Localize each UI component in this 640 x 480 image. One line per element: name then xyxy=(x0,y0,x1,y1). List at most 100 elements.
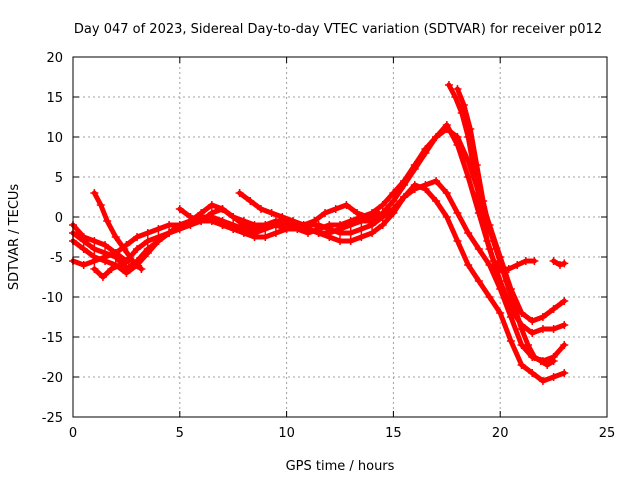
data-point-marker xyxy=(111,233,120,241)
y-tick-label: -25 xyxy=(42,411,63,426)
y-tick-label: -10 xyxy=(42,291,63,306)
data-point-marker xyxy=(133,233,142,241)
data-point-marker xyxy=(197,217,206,225)
data-point-marker xyxy=(378,213,387,221)
data-point-marker xyxy=(549,325,558,333)
data-point-marker xyxy=(517,325,526,333)
x-axis-label: GPS time / hours xyxy=(286,459,395,474)
data-point-marker xyxy=(261,233,270,241)
data-point-marker xyxy=(239,229,248,237)
data-point-marker xyxy=(250,229,259,237)
data-point-marker xyxy=(175,221,184,229)
data-point-marker xyxy=(310,217,319,225)
data-point-marker xyxy=(103,217,112,225)
data-point-marker xyxy=(229,225,238,233)
data-point-marker xyxy=(378,201,387,209)
data-point-marker xyxy=(235,189,244,197)
data-point-marker xyxy=(474,245,483,253)
data-point-marker xyxy=(314,229,323,237)
data-point-marker xyxy=(98,273,107,281)
data-point-marker xyxy=(154,225,163,233)
y-tick-label: 0 xyxy=(55,211,63,226)
data-point-marker xyxy=(271,229,280,237)
data-point-marker xyxy=(410,181,419,189)
data-point-marker xyxy=(538,325,547,333)
data-point-marker xyxy=(479,197,488,205)
y-tick-label: -15 xyxy=(42,331,63,346)
data-point-marker xyxy=(472,161,481,169)
plot-frame xyxy=(72,56,608,418)
data-point-marker xyxy=(489,257,498,265)
y-tick-label: -20 xyxy=(42,371,63,386)
data-point-marker xyxy=(120,245,129,253)
data-point-marker xyxy=(357,225,366,233)
data-series xyxy=(69,81,569,385)
data-point-marker xyxy=(325,225,334,233)
data-point-marker xyxy=(528,329,537,337)
data-point-marker xyxy=(90,257,99,265)
data-point-marker xyxy=(357,233,366,241)
data-point-marker xyxy=(299,221,308,229)
axis-ticks: 0 5 10 15 20 25 20 15 10 5 0 -5 -10 -15 -20 -25 xyxy=(42,51,616,441)
data-point-marker xyxy=(143,249,152,257)
x-tick-label: 5 xyxy=(176,426,184,441)
chart-title: Day 047 of 2023, Sidereal Day-to-day VTE… xyxy=(74,22,602,37)
data-point-marker xyxy=(536,357,545,365)
data-point-marker xyxy=(421,185,430,193)
data-point-marker xyxy=(491,245,500,253)
data-point-marker xyxy=(137,265,146,273)
data-point-marker xyxy=(250,221,259,229)
data-point-marker xyxy=(165,229,174,237)
data-point-marker xyxy=(346,229,355,237)
data-point-marker xyxy=(90,265,99,273)
data-point-marker xyxy=(368,221,377,229)
data-point-marker xyxy=(101,241,110,249)
data-point-marker xyxy=(363,213,372,221)
x-tick-label: 25 xyxy=(599,426,616,441)
series-track-5 xyxy=(90,189,146,273)
data-point-marker xyxy=(207,201,216,209)
data-point-marker xyxy=(453,141,462,149)
y-tick-label: 10 xyxy=(46,131,63,146)
data-point-marker xyxy=(321,209,330,217)
data-point-marker xyxy=(528,317,537,325)
x-tick-label: 15 xyxy=(385,426,402,441)
data-point-marker xyxy=(511,305,520,313)
data-point-marker xyxy=(278,213,287,221)
data-point-marker xyxy=(464,173,473,181)
data-point-marker xyxy=(474,277,483,285)
data-point-marker xyxy=(466,125,475,133)
series-track-8 xyxy=(175,205,259,237)
data-point-marker xyxy=(79,237,88,245)
data-point-marker xyxy=(314,221,323,229)
data-point-marker xyxy=(459,101,468,109)
data-point-marker xyxy=(421,149,430,157)
data-point-marker xyxy=(229,213,238,221)
data-point-marker xyxy=(79,261,88,269)
data-point-marker xyxy=(485,225,494,233)
x-tick-label: 0 xyxy=(69,426,77,441)
data-point-marker xyxy=(498,265,507,273)
data-point-marker xyxy=(239,221,248,229)
data-point-marker xyxy=(336,237,344,245)
data-point-marker xyxy=(143,237,152,245)
data-point-marker xyxy=(400,193,409,201)
data-point-marker xyxy=(485,293,494,301)
data-point-marker xyxy=(556,261,565,269)
data-point-marker xyxy=(207,217,216,225)
data-point-marker xyxy=(442,189,451,197)
data-point-marker xyxy=(464,261,473,269)
data-point-marker xyxy=(218,221,227,229)
data-point-marker xyxy=(165,221,174,229)
data-point-marker xyxy=(186,213,195,221)
data-point-marker xyxy=(378,221,387,229)
series-track-line xyxy=(455,86,557,368)
data-point-marker xyxy=(432,197,441,205)
data-point-marker xyxy=(374,209,383,217)
data-point-marker xyxy=(517,361,526,369)
grid-lines xyxy=(73,57,607,417)
series-track-7 xyxy=(235,189,383,229)
y-axis-label: SDTVAR / TECUs xyxy=(7,184,22,291)
